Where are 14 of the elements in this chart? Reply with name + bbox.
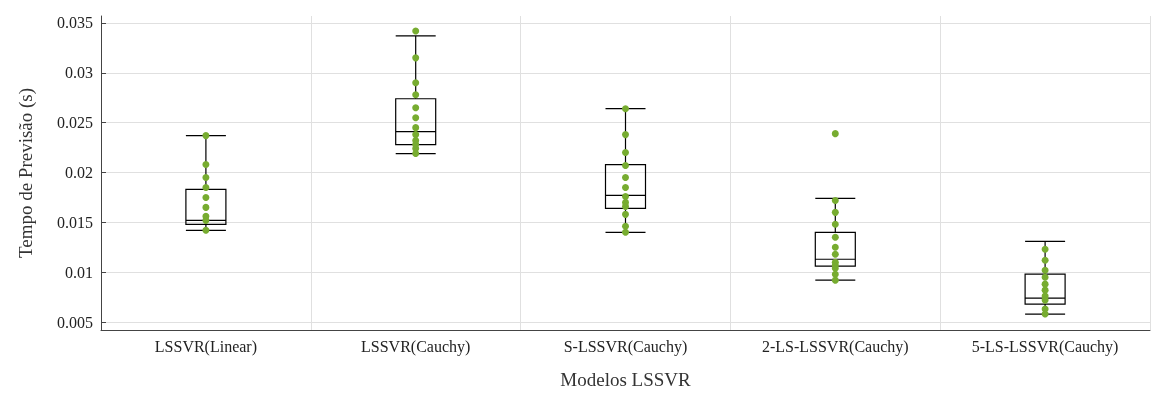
x-tick-label: 5-LS-LSSVR(Cauchy): [971, 337, 1119, 356]
y-tick-label: 0.03: [65, 64, 93, 82]
x-tick-label: S-LSSVR(Cauchy): [563, 337, 688, 356]
y-axis-title: Tempo de Previsão (s): [15, 87, 37, 259]
y-tick-label: 0.035: [57, 14, 93, 32]
y-tick-label: 0.015: [57, 213, 93, 231]
x-tick-label: LSSVR(Cauchy): [361, 337, 471, 356]
x-tick-label: LSSVR(Linear): [154, 337, 257, 356]
x-axis-title: Modelos LSSVR: [560, 369, 692, 390]
x-tick-label: 2-LS-LSSVR(Cauchy): [761, 337, 909, 356]
y-tick-label: 0.005: [57, 313, 93, 331]
y-tick-label: 0.01: [65, 263, 93, 281]
y-tick-label: 0.02: [65, 164, 93, 181]
y-tick-label: 0.025: [57, 114, 93, 132]
